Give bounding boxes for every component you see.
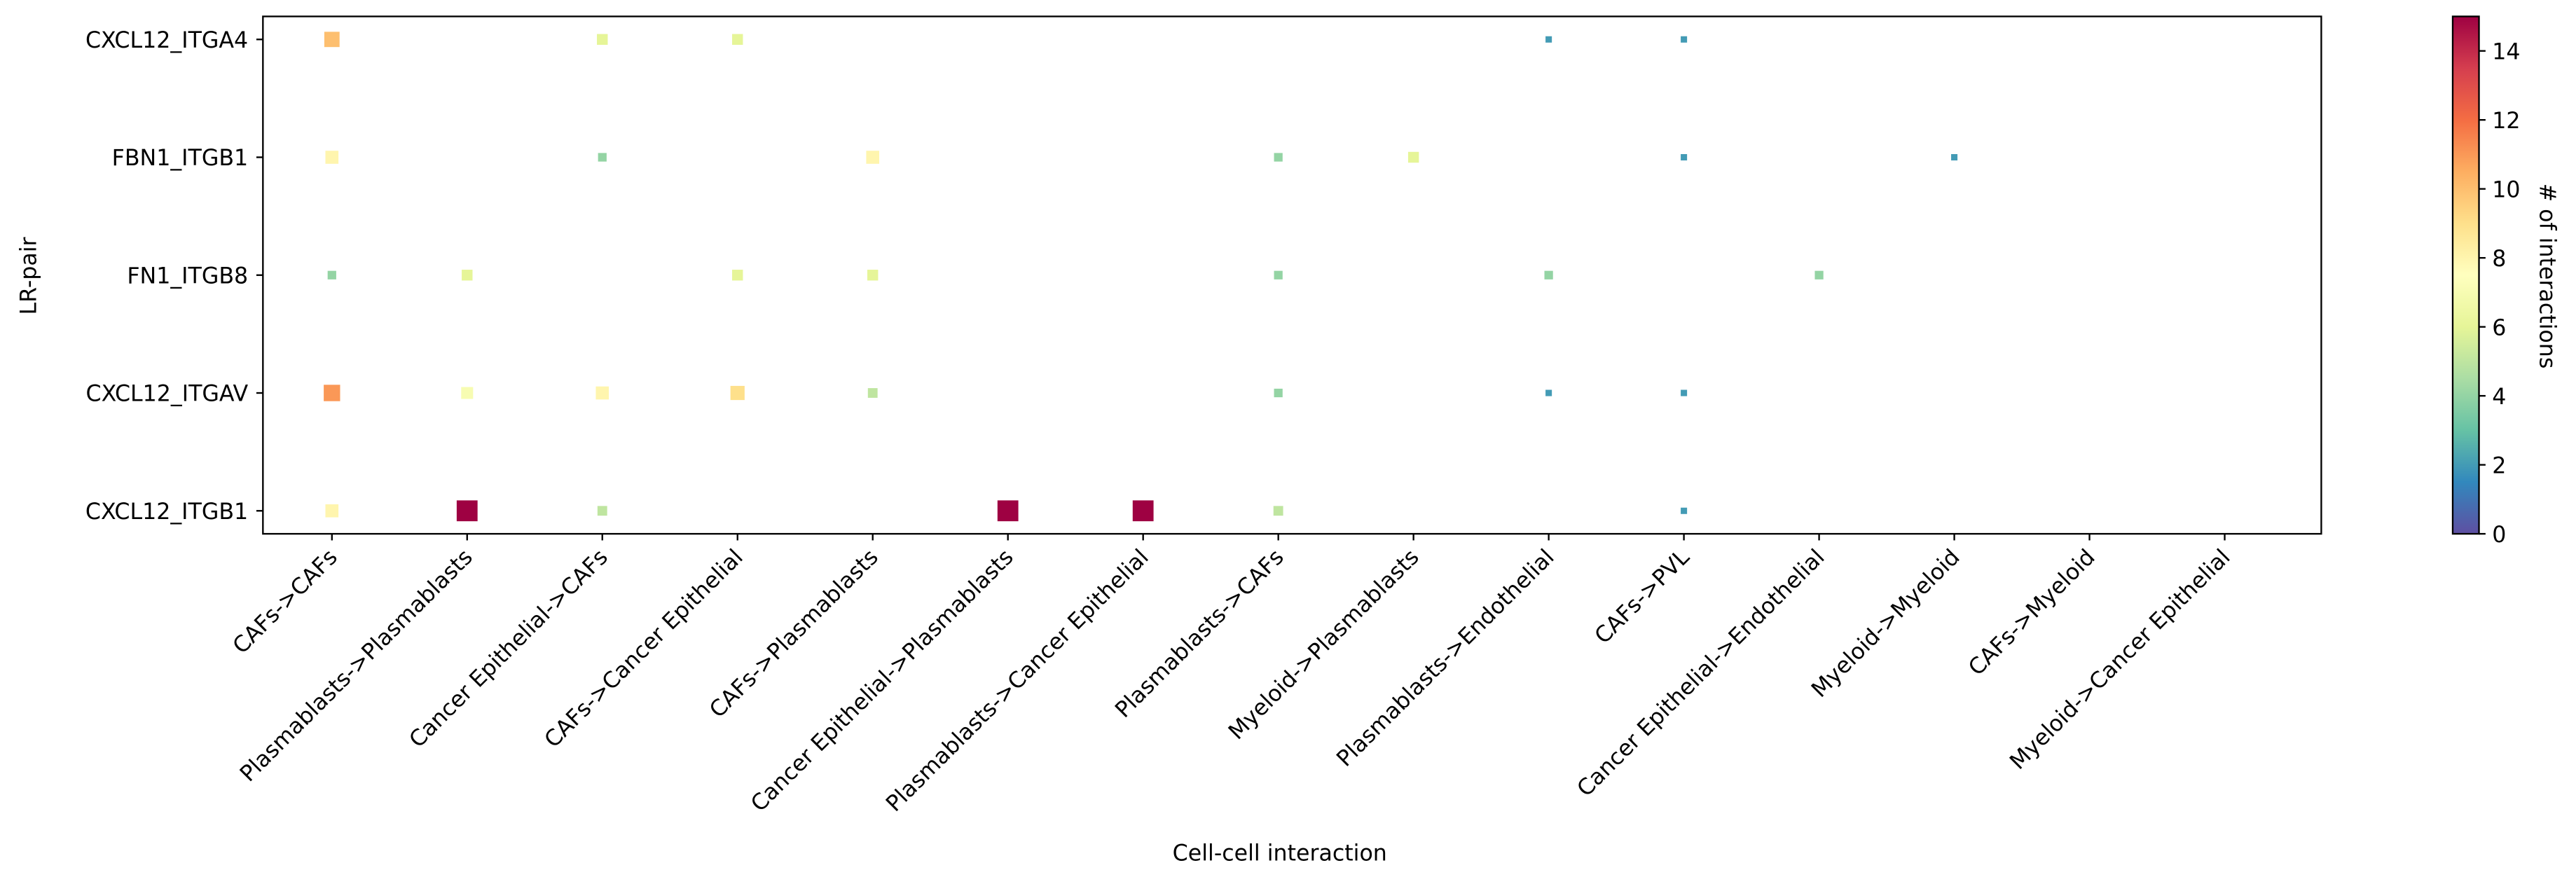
dot — [324, 32, 340, 48]
dot — [1274, 270, 1283, 279]
x-tick-label: Cancer Epithelial->Plasmablasts — [746, 544, 1019, 817]
x-tick-label: Plasmablasts->Endothelial — [1332, 544, 1559, 771]
dot — [1814, 270, 1824, 279]
dot — [462, 270, 473, 281]
dot — [1681, 36, 1688, 43]
dot — [597, 34, 608, 45]
dot — [1274, 153, 1283, 162]
x-tick-label: Myeloid->Myeloid — [1807, 544, 1965, 703]
colorbar-label: # of interactions — [2534, 184, 2559, 369]
y-axis-label: LR-pair — [17, 236, 42, 315]
dot — [598, 153, 607, 162]
dot — [325, 151, 339, 164]
y-tick-label: FBN1_ITGB1 — [112, 146, 249, 171]
dot — [1407, 151, 1419, 163]
dot — [1544, 270, 1553, 279]
colorbar-tick-label: 0 — [2492, 523, 2506, 548]
dot — [1951, 153, 1958, 161]
dot — [1273, 506, 1283, 516]
colorbar-tick-label: 10 — [2492, 177, 2520, 202]
x-tick-label: CAFs->CAFs — [228, 544, 343, 658]
dot — [1545, 389, 1552, 396]
dot — [324, 385, 340, 401]
x-tick-label: Plasmablasts->Plasmablasts — [235, 544, 478, 787]
colorbar-tick-label: 8 — [2492, 247, 2506, 272]
dot — [730, 385, 745, 401]
y-tick-label: FN1_ITGB8 — [127, 263, 248, 289]
x-axis-label: Cell-cell interaction — [1173, 841, 1387, 866]
dot — [867, 388, 878, 398]
x-tick-label: Cancer Epithelial->Endothelial — [1573, 544, 1830, 801]
dot — [867, 270, 879, 281]
colorbar — [2451, 15, 2480, 535]
dot — [732, 34, 743, 45]
dot — [1681, 389, 1688, 396]
y-tick-label: CXCL12_ITGAV — [85, 382, 248, 407]
dot — [325, 504, 339, 518]
colorbar-tick-label: 2 — [2492, 453, 2506, 478]
x-tick-label: Myeloid->Cancer Epithelial — [2005, 544, 2235, 774]
x-tick-label: CAFs->Myeloid — [1964, 544, 2100, 680]
x-tick-label: CAFs->PVL — [1590, 544, 1695, 649]
dot — [1681, 507, 1688, 514]
dot — [327, 270, 336, 279]
dot — [595, 386, 609, 400]
dot — [1545, 36, 1552, 43]
y-tick-label: CXCL12_ITGB1 — [85, 499, 248, 525]
dot — [1681, 153, 1688, 161]
dot — [461, 387, 474, 399]
x-tick-label: Plasmablasts->Cancer Epithelial — [881, 544, 1154, 817]
colorbar-tick-label: 12 — [2492, 109, 2520, 134]
plot-frame — [262, 15, 2322, 535]
dot — [1274, 388, 1283, 398]
dot — [732, 270, 743, 281]
colorbar-tick-label: 14 — [2492, 39, 2520, 64]
dot — [456, 500, 478, 522]
y-tick-label: CXCL12_ITGA4 — [85, 28, 248, 53]
dot — [1132, 500, 1154, 522]
dot — [866, 151, 880, 164]
colorbar-tick-label: 4 — [2492, 385, 2506, 410]
dot — [597, 506, 607, 516]
dot — [997, 500, 1019, 522]
colorbar-tick-label: 6 — [2492, 315, 2506, 340]
